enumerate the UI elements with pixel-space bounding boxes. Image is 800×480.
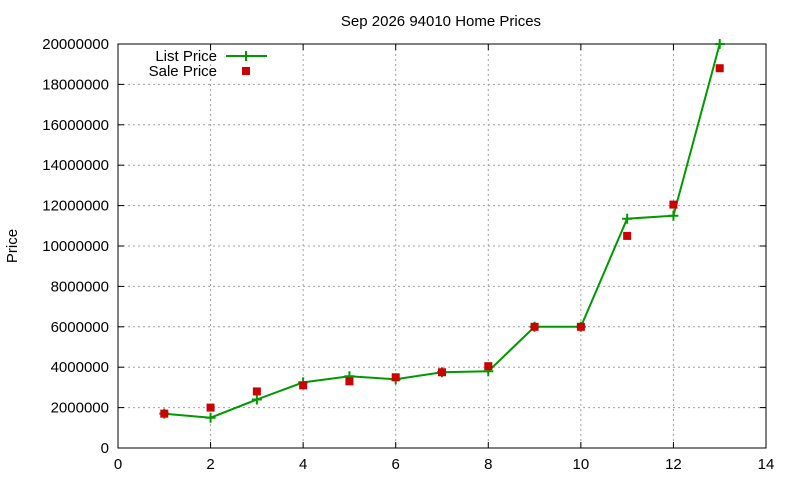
x-tick-label: 4 [299,456,307,473]
x-tick-label: 2 [206,456,214,473]
chart-title: Sep 2026 94010 Home Prices [341,13,541,30]
sale-price-point [715,64,724,73]
y-tick-label: 6000000 [51,319,109,336]
sale-price-point [299,381,308,390]
x-tick-label: 12 [665,456,682,473]
y-tick-label: 18000000 [42,76,109,93]
sale-price-point [252,387,261,396]
x-tick-label: 0 [114,456,122,473]
list-price-point [205,412,216,423]
y-tick-label: 20000000 [42,36,109,53]
y-tick-label: 4000000 [51,359,109,376]
grid [118,44,766,448]
y-tick-label: 0 [101,440,109,457]
list-price-point [714,39,725,49]
x-tick-label: 10 [573,456,590,473]
sale-price-point [576,322,585,331]
sale-price-point [623,231,632,240]
plot-area [159,39,725,423]
sale-price-point [438,368,446,377]
axes: 0 2 4 6 8 10 12 14 0 2000000 4000000 6000000 8000000… [42,36,774,473]
sale-price-point [530,322,539,331]
sale-price-point [345,377,354,386]
x-tick-label: 6 [392,456,400,473]
sale-price-point [160,409,169,418]
series-list-price [159,39,725,423]
list-price-line [164,43,721,419]
list-price-point [622,213,633,224]
series-sale-price [160,64,724,418]
y-tick-label: 16000000 [42,117,109,134]
legend-marker-list-price [241,51,251,61]
list-price-point [251,394,262,405]
list-price-point [668,210,679,221]
legend-label-sale-price: Sale Price [149,63,217,80]
y-tick-label: 12000000 [42,198,109,215]
x-tick-label: 8 [484,456,492,473]
y-tick-label: 14000000 [42,157,109,174]
y-tick-label: 8000000 [51,278,109,295]
legend-marker-sale-price [242,67,250,75]
x-tick-label: 14 [758,456,775,473]
sale-price-point [669,200,678,209]
sale-price-point [391,373,400,382]
legend-label-list-price: List Price [155,48,217,65]
sale-price-point [206,403,215,412]
y-tick-label: 2000000 [51,400,109,417]
y-axis-label: Price [4,229,21,263]
y-tick-label: 10000000 [42,238,109,255]
sale-price-point [484,362,493,371]
